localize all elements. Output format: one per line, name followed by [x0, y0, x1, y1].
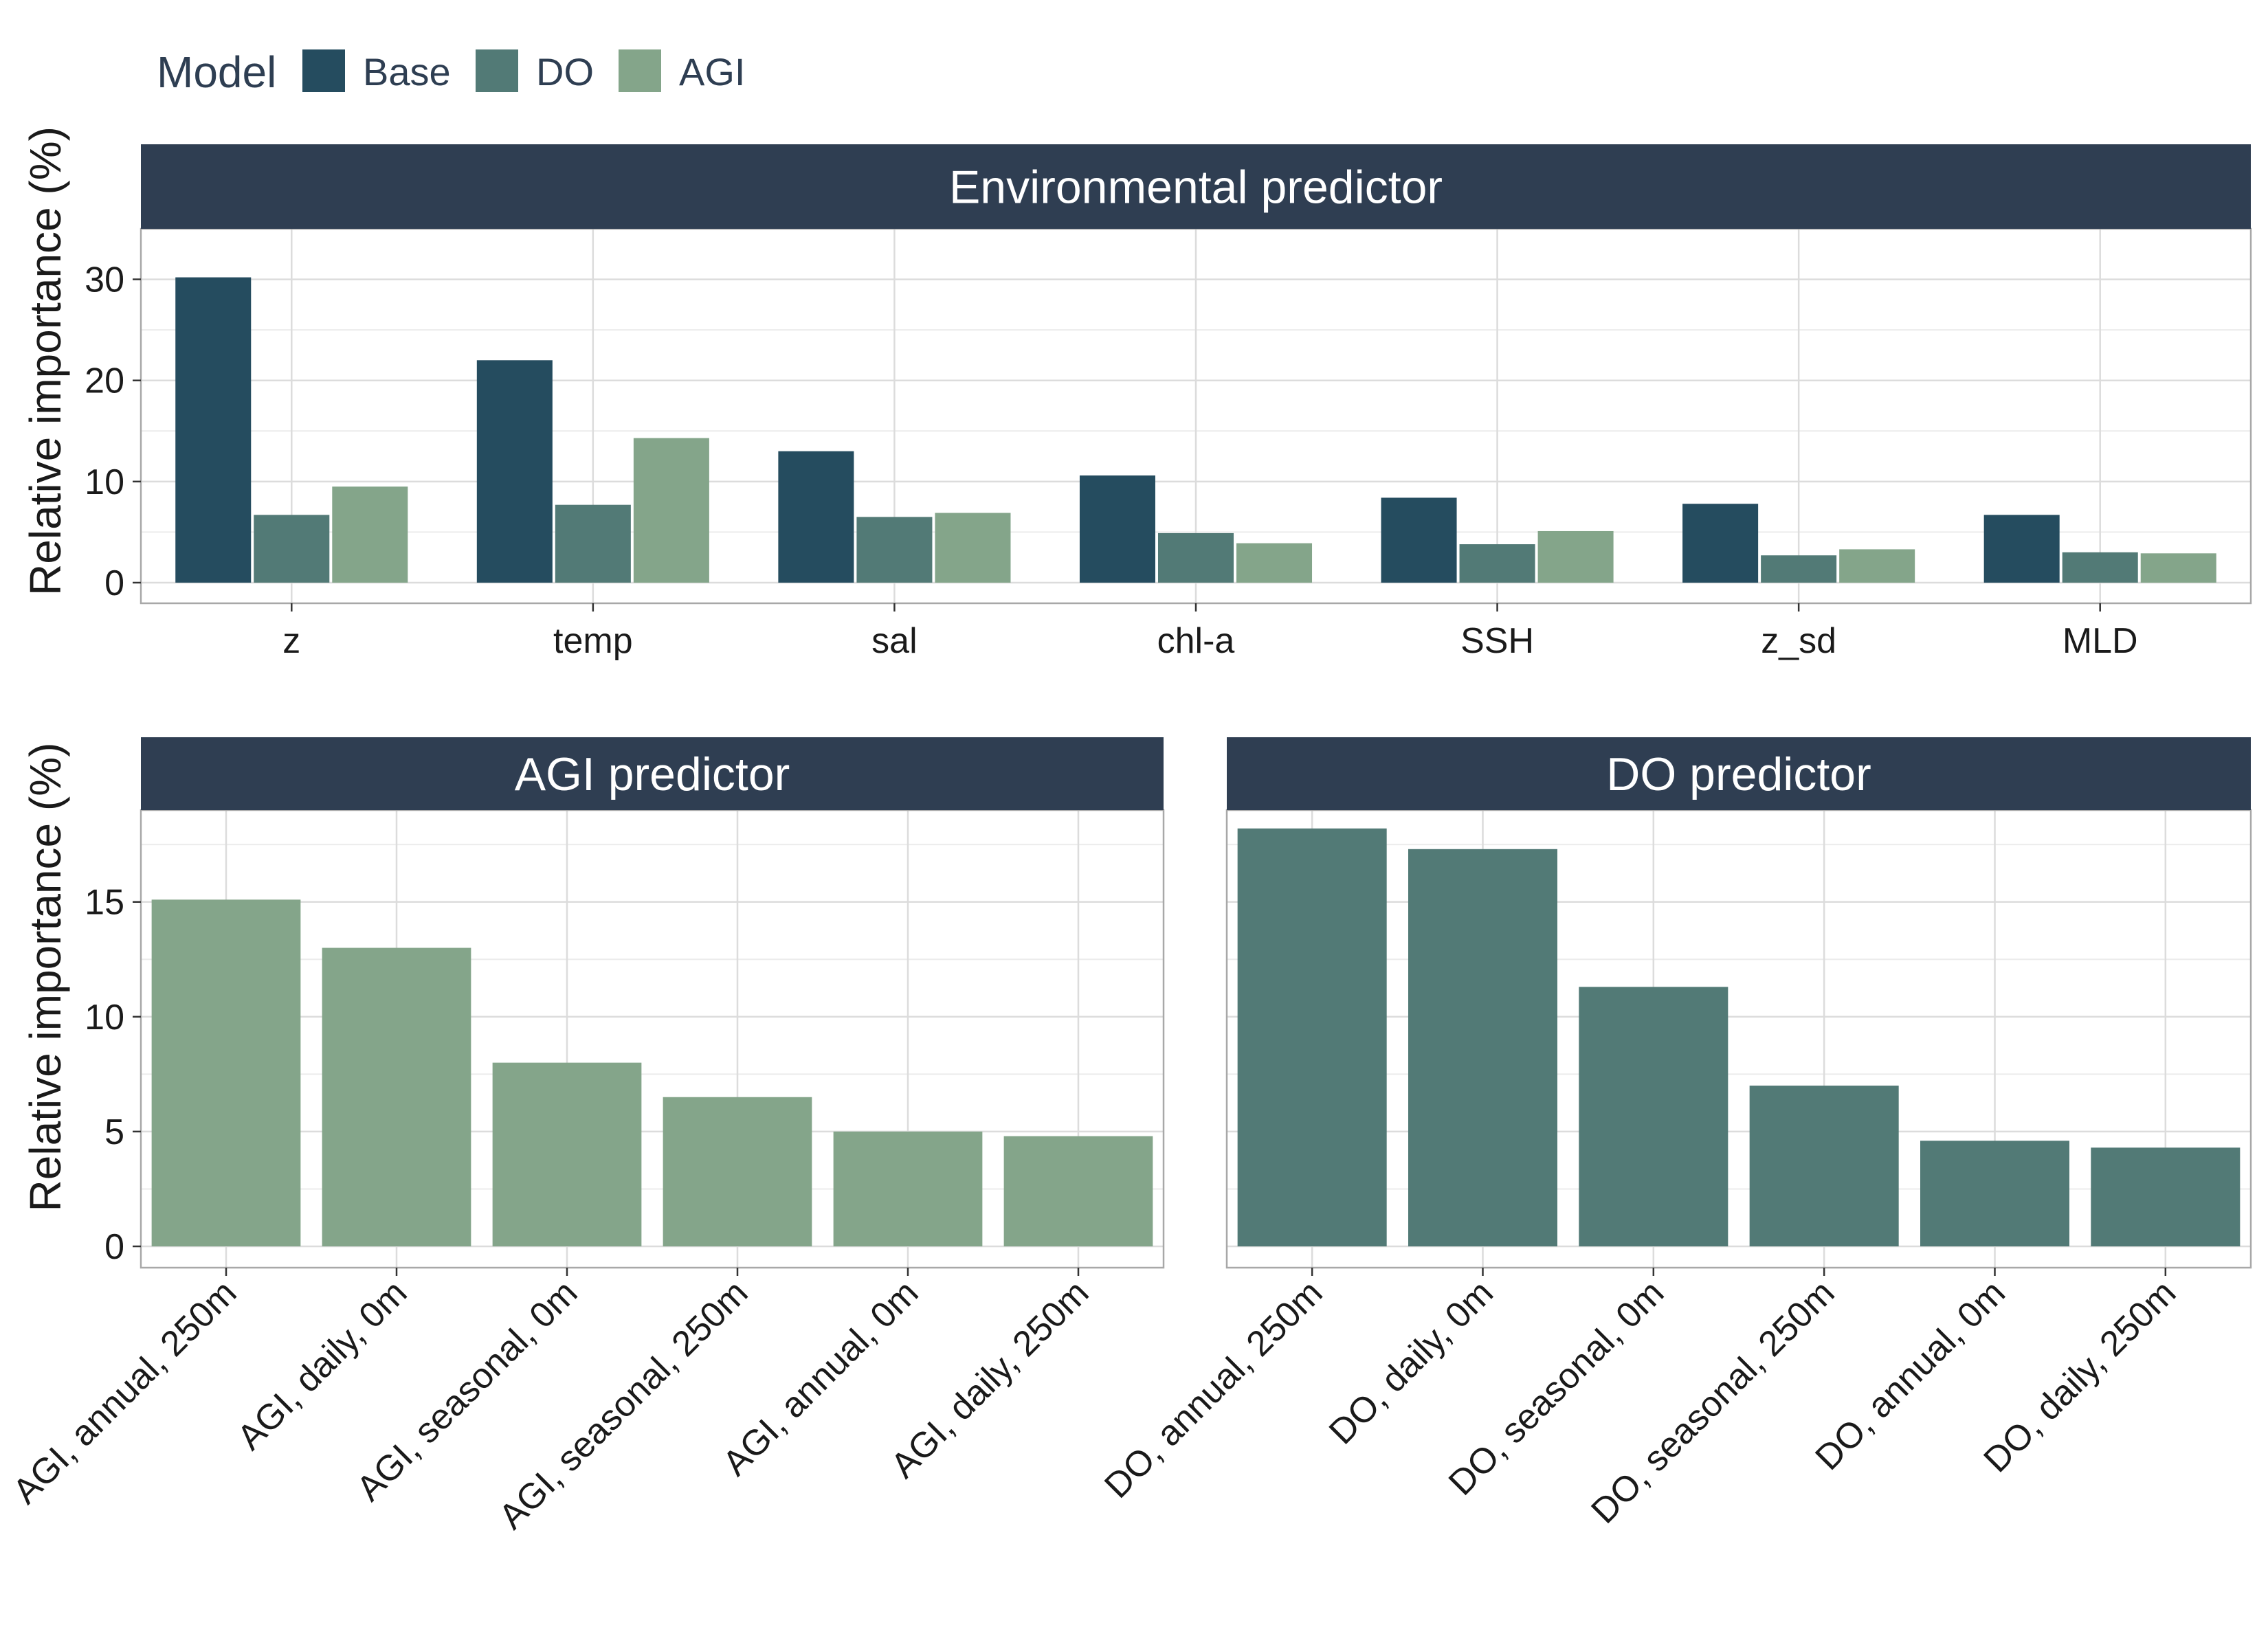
bar-agi-mld: [2140, 553, 2216, 583]
bar-base-z: [175, 277, 252, 583]
bar-do-sal: [856, 517, 933, 583]
y-tick-label: 10: [85, 998, 124, 1037]
facet-strip: [141, 144, 2251, 229]
y-tick-label: 5: [104, 1112, 124, 1152]
facet-title: Environmental predictor: [949, 161, 1443, 214]
x-tick-label-mld: MLD: [2063, 621, 2138, 661]
bars: [175, 277, 2216, 583]
legend-label-base: Base: [363, 50, 451, 93]
legend-label-do: DO: [536, 50, 594, 93]
x-tick-label-ssh: SSH: [1460, 621, 1534, 661]
bar-do-temp: [555, 504, 631, 583]
bar-base-sal: [778, 451, 854, 583]
bar-agi-z: [332, 486, 408, 583]
y-tick-label: 15: [85, 883, 124, 923]
y-tick-label: 0: [104, 563, 124, 603]
plot-area: [141, 810, 1164, 1268]
y-axis-title: Relative importance (%): [21, 126, 70, 596]
bar-do-mld: [2062, 552, 2138, 583]
bar-base-temp: [476, 360, 553, 583]
bar-do-z: [254, 515, 330, 583]
facet-strip: [1227, 737, 2251, 810]
bar-do-do-seasonal-0m: [1579, 987, 1728, 1246]
bar-base-z-sd: [1682, 504, 1759, 583]
legend-label-agi: AGI: [679, 50, 745, 93]
bars: [1237, 828, 2241, 1246]
legend-title: Model: [157, 47, 276, 97]
facet-strip: [141, 737, 1164, 810]
environmental-predictor-panel: Environmental predictor 0 10 20 30 Relative i…: [21, 126, 2252, 661]
x-tick-label-sal: sal: [871, 621, 917, 661]
bar-agi-agi-annual-0m: [833, 1131, 983, 1246]
bar-agi-sal: [935, 513, 1011, 583]
bar-do-chl-a: [1157, 532, 1234, 583]
bar-do-do-daily-250m: [2091, 1147, 2241, 1246]
y-tick-label: 30: [85, 260, 124, 300]
legend-swatch-base: [302, 49, 345, 92]
agi-predictor-panel: AGI predictor 0 5 10 15 Relative importance (…: [5, 737, 1165, 1537]
x-tick-label-do-daily-0m: DO, daily, 0m: [1322, 1272, 1501, 1452]
bar-do-do-annual-250m: [1237, 828, 1387, 1246]
bar-agi-agi-daily-0m: [322, 947, 471, 1246]
y-tick-label: 20: [85, 361, 124, 401]
bar-agi-agi-annual-250m: [151, 899, 301, 1246]
bar-do-ssh: [1459, 544, 1535, 583]
x-tick-label-z: z: [282, 621, 300, 661]
plot-area: [1227, 810, 2251, 1268]
y-axis-title: Relative importance (%): [21, 743, 70, 1212]
y-tick-label: 0: [104, 1227, 124, 1267]
x-tick-label-temp: temp: [553, 621, 633, 661]
bar-agi-agi-daily-250m: [1003, 1136, 1153, 1246]
facet-title: AGI predictor: [515, 748, 790, 800]
bar-do-do-daily-0m: [1408, 849, 1558, 1246]
facet-title: DO predictor: [1606, 748, 1871, 800]
bar-agi-chl-a: [1236, 543, 1313, 583]
bar-base-ssh: [1381, 497, 1457, 583]
bar-base-mld: [1983, 515, 2060, 583]
gridlines: [141, 810, 1164, 1268]
x-tick-label-agi-annual-250m: AGI, annual, 250m: [5, 1272, 245, 1512]
x-tick-label-agi-daily-0m: AGI, daily, 0m: [230, 1272, 414, 1457]
legend-swatch-agi: [619, 49, 661, 92]
y-tick-label: 10: [85, 462, 124, 502]
legend-swatch-do: [476, 49, 518, 92]
bar-base-chl-a: [1079, 475, 1155, 583]
bar-do-do-annual-0m: [1920, 1141, 2070, 1246]
bar-agi-agi-seasonal-250m: [663, 1097, 812, 1246]
bar-do-do-seasonal-250m: [1749, 1086, 1899, 1246]
bar-do-z-sd: [1761, 555, 1837, 583]
bar-agi-z-sd: [1839, 549, 1915, 583]
bar-agi-agi-seasonal-0m: [492, 1062, 642, 1246]
x-tick-label-z-sd: z_sd: [1761, 621, 1836, 661]
bar-agi-temp: [633, 438, 709, 583]
x-tick-label-do-annual-250m: DO, annual, 250m: [1097, 1272, 1330, 1505]
legend: Model Base DO AGI: [157, 47, 745, 97]
bars: [151, 899, 1153, 1246]
x-tick-label-chl-a: chl-a: [1157, 621, 1235, 661]
bar-agi-ssh: [1537, 530, 1614, 583]
